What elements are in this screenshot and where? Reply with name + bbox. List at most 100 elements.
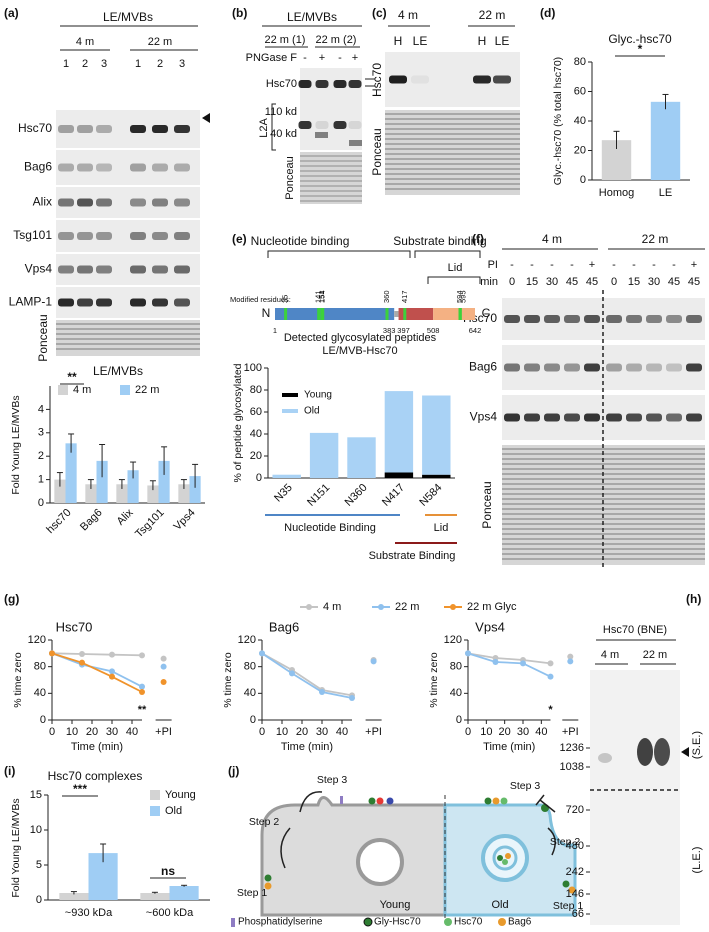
blot-band [174, 163, 190, 172]
label: % time zero [428, 652, 440, 708]
label: 20 [86, 726, 98, 738]
blot-band [646, 315, 662, 323]
point [79, 659, 85, 666]
label: Alix [115, 506, 136, 527]
label: 120 [28, 634, 46, 646]
label: - [612, 259, 616, 271]
legend-phosphatidylserine [231, 918, 235, 927]
label: Step 1 [237, 887, 268, 899]
label: Ponceau [284, 156, 296, 199]
panel-label: (c) [372, 6, 387, 20]
blot-band [606, 315, 622, 323]
label: 0 [580, 174, 586, 186]
label: 0 [38, 497, 44, 509]
label: 22 m (1) [265, 34, 306, 46]
label: LAMP-1 [9, 295, 53, 309]
label: 30 [517, 726, 529, 738]
residue-mark [385, 308, 389, 320]
gly-hsc70-dot [497, 855, 503, 861]
legend-gly-hsc70 [363, 917, 373, 927]
label: + [352, 52, 358, 64]
blot-band [77, 163, 93, 172]
label: LE [659, 187, 672, 199]
label: Substrate binding [393, 234, 486, 248]
label: 1 [63, 58, 69, 70]
panel-label: (h) [686, 592, 701, 606]
label: 100 [244, 362, 262, 374]
blot-band [646, 363, 662, 372]
bar [116, 484, 128, 503]
panel-label: (e) [232, 232, 247, 246]
blot-band [504, 315, 520, 323]
blot-band [348, 80, 362, 88]
label: 1 [273, 326, 277, 335]
arrow [547, 827, 556, 856]
blot-band [348, 121, 362, 129]
label: Lid [434, 522, 449, 534]
series-line [51, 652, 143, 688]
label: LE/MVBs [93, 364, 143, 378]
label: 10 [480, 726, 492, 738]
legend-marker [306, 604, 312, 610]
label: 154 [318, 290, 327, 303]
bracket [427, 276, 481, 284]
label: 1038 [560, 761, 584, 773]
label: (L.E.) [691, 847, 703, 874]
label: Vps4 [171, 507, 197, 533]
ponceau-blot [385, 110, 520, 195]
label: - [530, 259, 534, 271]
label: 141 [314, 290, 323, 303]
label: - [632, 259, 636, 271]
blocked-arrow [539, 799, 556, 813]
blot-band [77, 125, 93, 133]
arrow [280, 827, 291, 869]
label: 383 [383, 326, 396, 335]
label: * [638, 42, 643, 56]
series-line [261, 652, 353, 699]
label: Bag6 [24, 160, 52, 174]
label: 80 [450, 661, 462, 673]
label: 30 [316, 726, 328, 738]
pi-point [160, 655, 167, 662]
label: % of peptide glycosylated [232, 363, 244, 482]
pi-point [370, 658, 377, 665]
label: 0 [36, 894, 42, 906]
label: Vps4 [475, 619, 505, 634]
label: Old [491, 899, 508, 911]
bar [189, 476, 201, 503]
point [49, 650, 55, 657]
legend-label: Old [165, 805, 182, 817]
blot-band [598, 753, 612, 763]
label: 4 [38, 403, 44, 415]
blot-band [666, 315, 682, 323]
label: 80 [244, 661, 256, 673]
domain-sbd [398, 308, 434, 320]
bag6-dot [264, 882, 272, 890]
label: Bag6 [269, 619, 299, 634]
label: 595 [458, 290, 467, 303]
point [109, 651, 115, 658]
legend-swatch [150, 806, 160, 816]
pi-point [567, 658, 574, 665]
bar-segment [384, 391, 414, 473]
bar [65, 443, 77, 503]
label: 45 [688, 276, 700, 288]
legend-label: 4 m [73, 384, 91, 396]
blot-band [637, 738, 653, 766]
label: Lid [448, 262, 463, 274]
bracket [267, 250, 411, 258]
label: 10 [30, 824, 42, 836]
label: 80 [574, 56, 586, 68]
phosphatidylserine [340, 796, 343, 804]
blot-band [152, 198, 168, 207]
label: - [570, 259, 574, 271]
label: hsc70 [44, 507, 73, 536]
label: - [550, 259, 554, 271]
label: 1 [135, 58, 141, 70]
bar [96, 460, 108, 503]
arrowhead [681, 747, 689, 757]
bar [650, 101, 681, 180]
young-cell [260, 796, 447, 917]
blot-band [349, 140, 362, 146]
label: Step 2 [249, 816, 280, 828]
